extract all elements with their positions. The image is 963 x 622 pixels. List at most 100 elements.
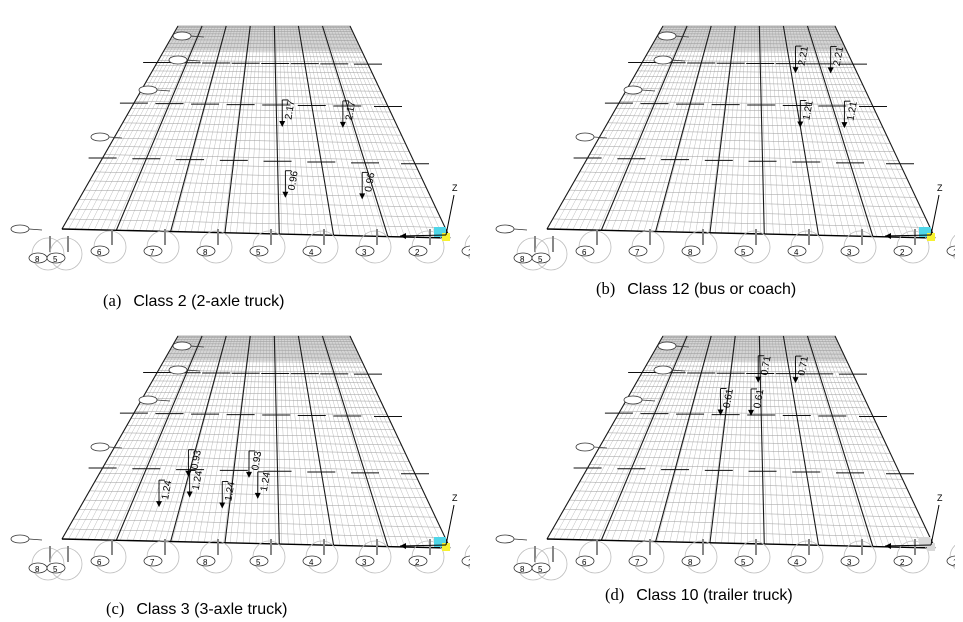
x-axis-arrow-icon [400, 543, 406, 549]
node-tag-icon [623, 395, 643, 405]
load-value-label: 0.71 [759, 355, 773, 377]
load-arrow-head-icon [827, 67, 834, 74]
axis-z-label: Z [452, 183, 458, 193]
support-tag-icon [196, 245, 216, 257]
node-tag-leader [190, 35, 205, 38]
support-label: 8 [203, 558, 208, 567]
mesh-col-line [780, 335, 813, 546]
node-tag-leader [513, 228, 528, 231]
mesh-col-line [637, 335, 704, 542]
mesh-col-line [324, 25, 392, 237]
mesh-col-line [289, 25, 315, 235]
mesh-col-line [624, 25, 698, 231]
mesh-col-line [292, 25, 321, 236]
support-tag-icon [355, 245, 375, 257]
node-highlight-cyan [919, 537, 931, 547]
node-tag-icon [172, 31, 192, 41]
girder-line [834, 335, 936, 549]
mesh-col-line [763, 25, 774, 235]
load-value-label: 1.24 [191, 469, 205, 491]
support-label: 5 [538, 565, 543, 574]
mesh-col-line [249, 25, 262, 234]
load-value-label: 2.17 [283, 99, 297, 121]
support-label: 6 [582, 558, 587, 567]
caption-b-letter: (b) [596, 279, 616, 298]
support-label: 8 [688, 248, 693, 257]
support-tag-icon [946, 555, 955, 567]
deck-front-edge [61, 538, 451, 549]
girder-line [273, 335, 280, 545]
mesh-col-line [281, 335, 295, 545]
mesh-col-line [774, 335, 800, 545]
girder-line [806, 25, 874, 237]
node-tag-icon [575, 132, 595, 142]
mesh-col-line [217, 25, 247, 233]
support-tag-icon [46, 562, 66, 574]
support-label: 8 [688, 558, 693, 567]
mesh-col-line [286, 25, 308, 235]
mesh-col-line [178, 25, 230, 232]
mesh-col-line [786, 335, 826, 546]
mesh-col-line [321, 335, 386, 547]
node-tag-leader [28, 538, 43, 541]
mesh-col-line [318, 335, 380, 547]
mesh-col-line [650, 335, 710, 542]
mesh-col-line [797, 335, 852, 547]
support-tag-icon [840, 245, 860, 257]
mesh-col-line [326, 335, 399, 547]
caption-d: (d) Class 10 (trailer truck) [605, 585, 793, 605]
mesh-col-line [774, 25, 800, 235]
support-tag-icon [143, 555, 163, 567]
support-tag-icon [461, 245, 470, 257]
load-value-label: 2.17 [344, 100, 358, 122]
girder-line [170, 25, 227, 232]
node-tag-leader [156, 89, 171, 92]
mesh-col-line [559, 335, 669, 540]
mesh-col-line [689, 25, 727, 233]
support-tag-icon [143, 245, 163, 257]
mesh-col-line [165, 25, 225, 232]
support-label: 1 [953, 558, 955, 567]
mesh-col-line [777, 335, 806, 546]
mesh-col-line [191, 335, 236, 543]
mesh-col-line [734, 25, 747, 234]
girder-line [655, 25, 712, 232]
support-tag-icon [302, 245, 322, 257]
mesh-col-line [780, 25, 813, 236]
mesh-col-line [826, 25, 916, 238]
support-label: 2 [415, 248, 420, 257]
node-tag-leader [186, 369, 201, 372]
mesh-col-line [553, 335, 667, 540]
mesh-col-line [663, 335, 715, 542]
mesh-col-line [829, 25, 923, 238]
mesh-col-line [803, 335, 865, 547]
mesh-col-line [68, 335, 182, 540]
mesh-col-line [292, 335, 321, 546]
support-tag-icon [90, 555, 110, 567]
mesh-col-line [303, 335, 347, 546]
girder-line [546, 335, 664, 540]
load-value-label: 1.21 [846, 100, 860, 122]
mesh-col-line [126, 335, 207, 541]
node-tag-icon [168, 365, 188, 375]
mesh-col-line [656, 25, 712, 232]
node-highlight-cyan [434, 227, 446, 237]
caption-c: (c) Class 3 (3-axle truck) [106, 599, 287, 619]
load-arrow-head-icon [156, 501, 163, 508]
mesh-col-line [295, 25, 328, 236]
mesh-col-line [682, 335, 724, 543]
mesh-col-line [630, 335, 701, 542]
panel-c: 8567854321Z0.930.931.241.241.241.24 [0, 310, 470, 590]
mesh-col-line [191, 25, 236, 233]
mesh-col-line [158, 25, 222, 232]
mesh-col-line [637, 25, 704, 232]
mesh-col-line [806, 25, 871, 237]
load-value-label: 1.24 [259, 471, 273, 493]
mesh-col-line [268, 25, 270, 234]
support-tag-icon [946, 245, 955, 257]
support-tag-icon [787, 555, 807, 567]
mesh-col-line [797, 25, 852, 237]
support-label: 5 [741, 248, 746, 257]
mesh-col-line [721, 335, 741, 544]
mesh-col-line [740, 335, 750, 544]
